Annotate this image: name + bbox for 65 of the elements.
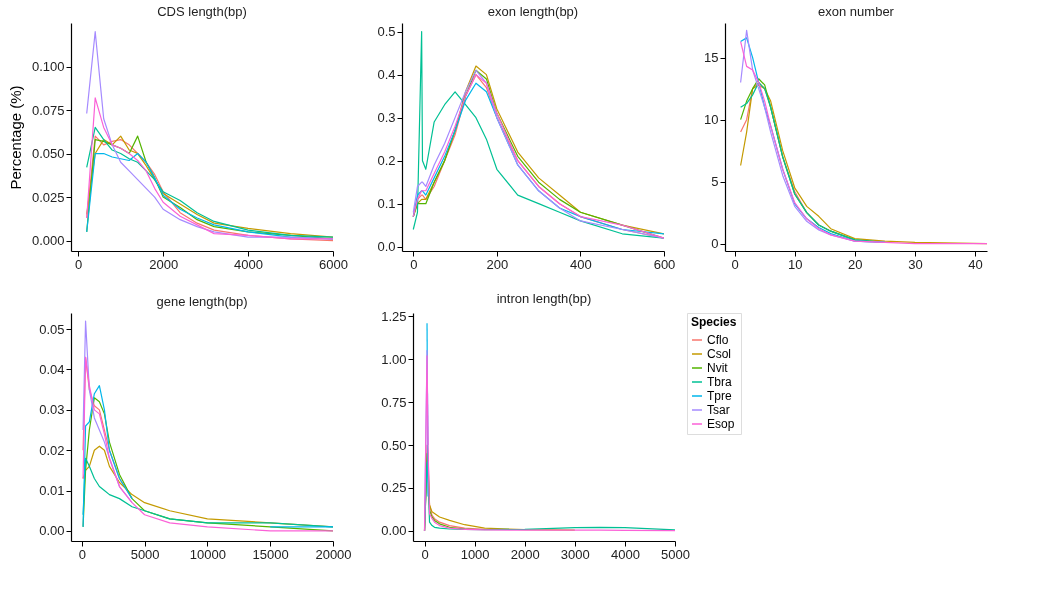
x-tick-label: 15000 <box>252 546 289 562</box>
y-axis-title: Percentage (%) <box>6 85 24 190</box>
y-tick-label: 1.00 <box>381 351 407 367</box>
legend-label: Esop <box>707 417 735 431</box>
x-tick-label: 10 <box>787 256 803 272</box>
x-tick-label: 0 <box>731 256 739 272</box>
y-tick-label: 0.3 <box>377 110 396 126</box>
x-tick-label: 40 <box>968 256 983 272</box>
x-tick-label: 5000 <box>130 546 160 562</box>
x-tick-label: 2000 <box>149 256 179 272</box>
y-tick-label: 0.000 <box>31 233 65 249</box>
y-tick-label: 0.5 <box>377 24 396 40</box>
chart-title: CDS length(bp) <box>157 4 247 19</box>
x-tick-label: 20000 <box>315 546 352 562</box>
y-tick-label: 0.75 <box>381 394 407 410</box>
x-tick-label: 0 <box>78 546 86 562</box>
chart-title: gene length(bp) <box>156 294 248 309</box>
x-tick-label: 4000 <box>610 546 640 562</box>
x-tick-label: 600 <box>653 256 676 272</box>
x-tick-label: 6000 <box>319 256 348 272</box>
x-tick-label: 3000 <box>560 546 590 562</box>
y-tick-label: 1.25 <box>381 308 407 324</box>
y-tick-label: 0.075 <box>31 102 65 118</box>
y-tick-label: 0.05 <box>39 321 65 337</box>
y-tick-label: 0.50 <box>381 437 407 453</box>
legend-label: Csol <box>707 347 732 361</box>
x-tick-label: 0 <box>421 546 429 562</box>
legend-title: Species <box>691 315 737 329</box>
x-tick-label: 0 <box>75 256 83 272</box>
legend-label: Nvit <box>707 361 729 375</box>
y-tick-label: 0.01 <box>39 483 65 499</box>
y-tick-label: 0.2 <box>377 153 396 169</box>
y-tick-label: 0.04 <box>39 362 65 377</box>
y-tick-label: 0.1 <box>377 196 396 212</box>
chart-title: exon length(bp) <box>487 4 579 19</box>
y-tick-label: 0.025 <box>31 189 65 205</box>
y-tick-label: 10 <box>704 112 719 128</box>
legend-label: Cflo <box>707 333 729 347</box>
x-tick-label: 20 <box>848 256 863 272</box>
x-tick-label: 10000 <box>189 546 226 562</box>
y-tick-label: 0.25 <box>381 480 407 496</box>
y-tick-label: 0.00 <box>39 523 65 539</box>
y-tick-label: 0 <box>711 236 719 252</box>
x-tick-label: 400 <box>570 256 592 272</box>
y-tick-label: 5 <box>711 174 719 190</box>
y-tick-label: 0.02 <box>39 442 65 458</box>
x-tick-label: 5000 <box>661 546 690 562</box>
x-tick-label: 30 <box>908 256 923 272</box>
x-tick-label: 2000 <box>510 546 540 562</box>
y-tick-label: 0.0 <box>377 239 396 255</box>
x-tick-label: 4000 <box>234 256 264 272</box>
y-tick-label: 0.4 <box>377 67 396 83</box>
chart-title: intron length(bp) <box>496 291 592 307</box>
y-tick-label: 0.03 <box>39 402 65 418</box>
chart-title: exon number <box>818 4 895 19</box>
legend-label: Tsar <box>707 403 730 417</box>
x-tick-label: 1000 <box>460 546 490 562</box>
y-tick-label: 0.100 <box>31 59 65 75</box>
x-tick-label: 0 <box>410 256 418 272</box>
y-tick-label: 0.050 <box>31 146 65 162</box>
y-tick-label: 15 <box>704 50 719 66</box>
legend-label: Tpre <box>707 389 732 403</box>
y-tick-label: 0.00 <box>381 523 407 539</box>
x-tick-label: 200 <box>486 256 509 272</box>
legend-label: Tbra <box>707 375 732 389</box>
